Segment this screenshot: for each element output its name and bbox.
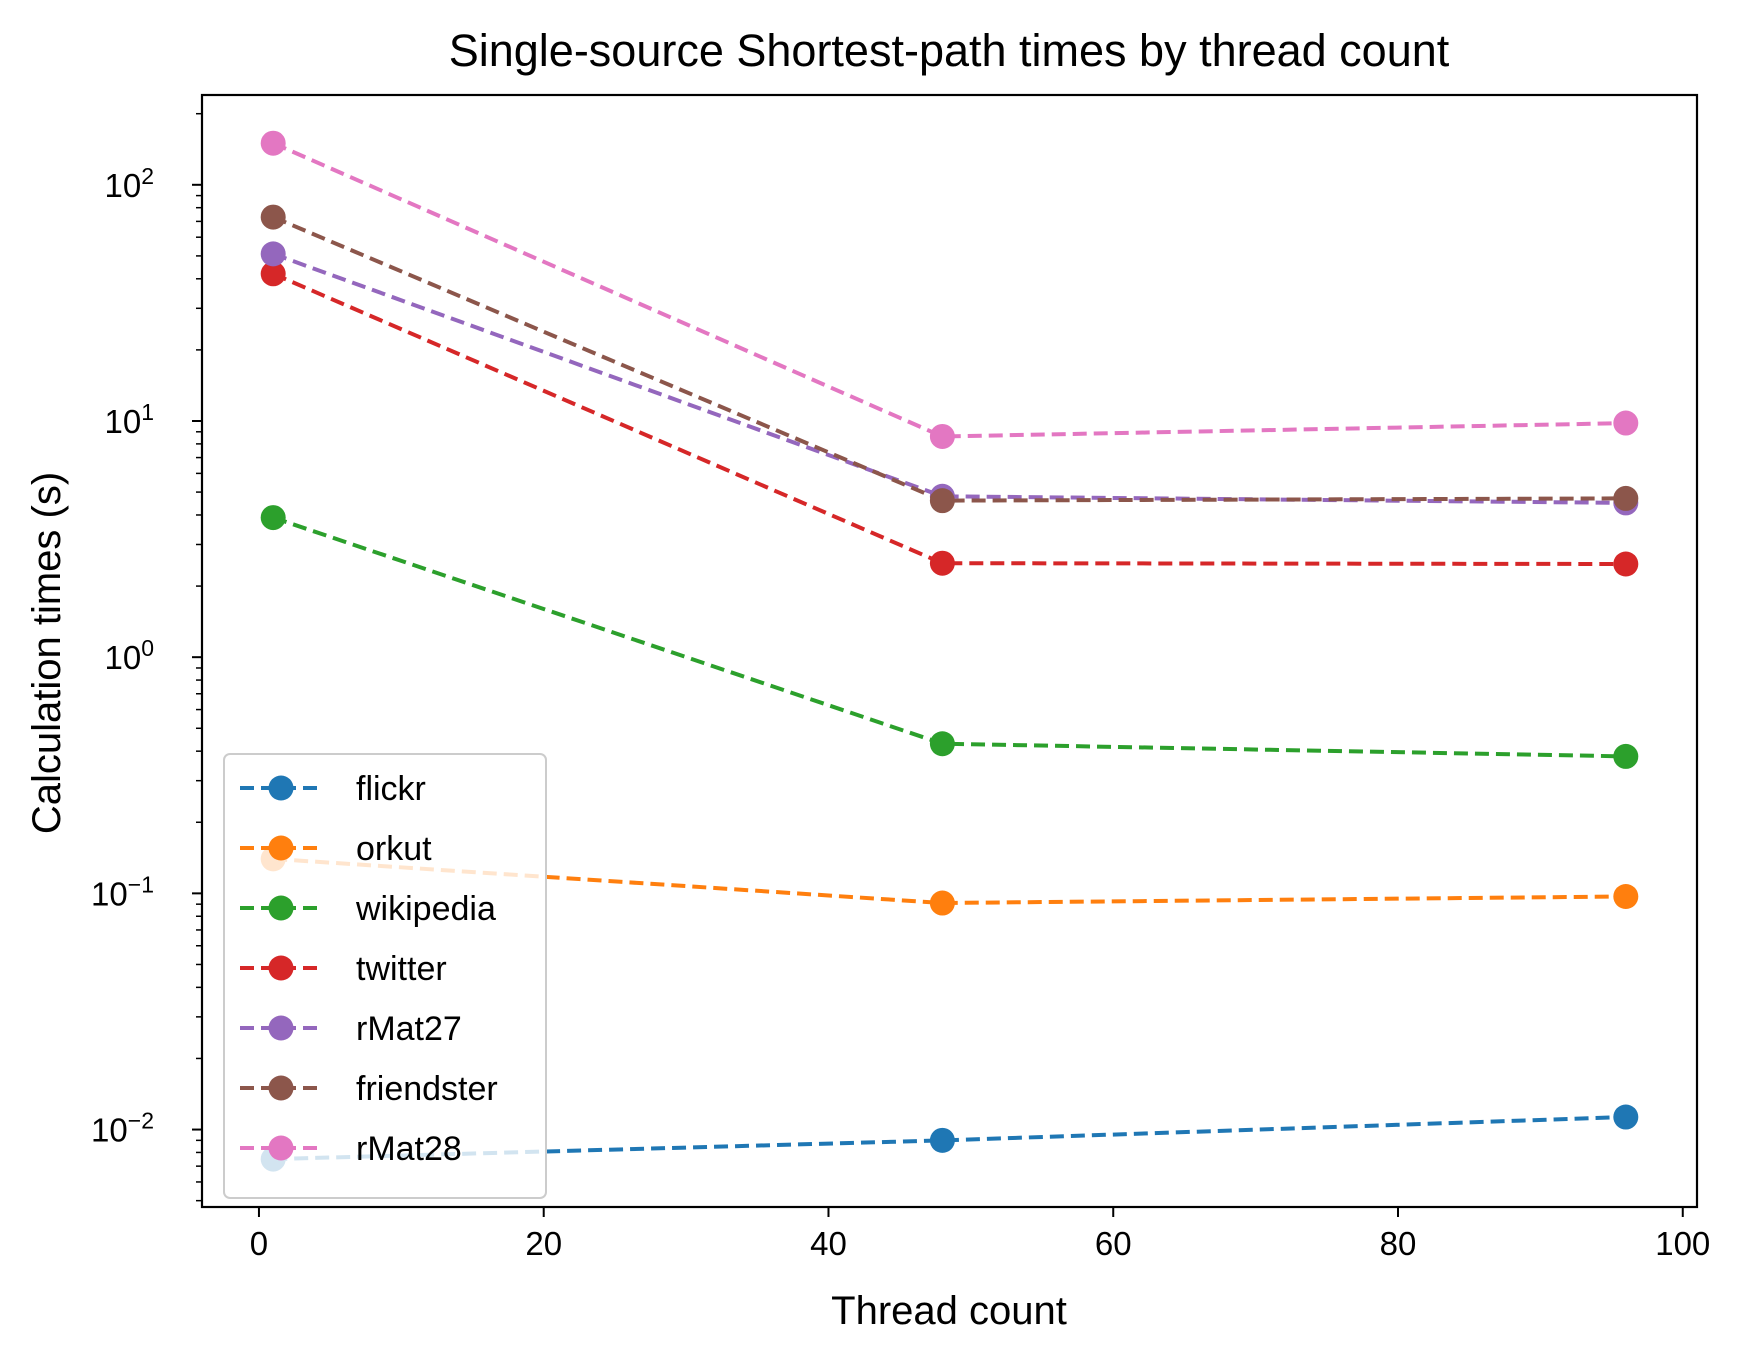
data-point — [929, 731, 955, 757]
chart-title: Single-source Shortest-path times by thr… — [449, 25, 1450, 76]
data-point — [929, 488, 955, 514]
legend-marker — [268, 955, 294, 981]
legend-item: twitter — [240, 950, 447, 988]
data-point — [1613, 551, 1639, 577]
data-point — [1613, 743, 1639, 769]
legend: flickr orkut wikipedia twitter rMat27 friends… — [223, 753, 547, 1199]
legend-marker — [268, 775, 294, 801]
y-tick-label: 100 — [104, 635, 154, 676]
legend-marker — [268, 1015, 294, 1041]
legend-item: orkut — [240, 830, 432, 868]
series-line — [272, 141, 1626, 439]
legend-marker — [268, 1075, 294, 1101]
x-tick-label: 20 — [525, 1225, 562, 1262]
legend-label: flickr — [356, 770, 426, 808]
legend-label: rMat28 — [356, 1130, 462, 1168]
legend-label: rMat27 — [356, 1010, 462, 1048]
x-tick-label: 0 — [250, 1225, 268, 1262]
y-axis-label: Calculation times (s) — [25, 472, 69, 834]
series-rMat28 — [260, 130, 1639, 449]
data-point — [929, 890, 955, 916]
legend-item: rMat28 — [240, 1130, 462, 1168]
data-point — [260, 261, 286, 287]
y-tick-label: 10−2 — [91, 1108, 154, 1149]
series-wikipedia — [260, 505, 1639, 769]
y-tick-label: 102 — [104, 163, 154, 204]
data-point — [260, 241, 286, 267]
x-tick-label: 40 — [810, 1225, 847, 1262]
data-point — [1613, 485, 1639, 511]
series-line — [272, 271, 1626, 566]
x-tick-label: 60 — [1095, 1225, 1132, 1262]
legend-item: friendster — [240, 1070, 498, 1108]
data-point — [929, 1127, 955, 1153]
series-twitter — [260, 261, 1639, 577]
legend-item: rMat27 — [240, 1010, 462, 1048]
series-friendster — [260, 204, 1639, 514]
legend-item: flickr — [240, 770, 426, 808]
data-point — [1613, 883, 1639, 909]
x-tick-label: 80 — [1380, 1225, 1417, 1262]
data-point — [929, 550, 955, 576]
legend-label: orkut — [356, 830, 432, 868]
x-tick-label: 100 — [1655, 1225, 1710, 1262]
y-tick-label: 101 — [104, 399, 154, 440]
legend-label: wikipedia — [355, 890, 496, 928]
data-point — [260, 130, 286, 156]
y-tick-label: 10−1 — [91, 871, 154, 912]
data-point — [1613, 410, 1639, 436]
data-point — [260, 505, 286, 531]
legend-marker — [268, 835, 294, 861]
plot-frame — [200, 93, 1699, 1209]
data-point — [260, 204, 286, 230]
plot-area: 0 20 40 60 80 100 10−2 10−1 100 101 102 flickr orkut… — [91, 93, 1710, 1262]
legend-label: friendster — [356, 1070, 498, 1108]
data-point — [1613, 1104, 1639, 1130]
data-point — [929, 423, 955, 449]
legend-marker — [268, 895, 294, 921]
legend-marker — [268, 1135, 294, 1161]
x-axis-label: Thread count — [831, 1289, 1067, 1333]
legend-label: twitter — [356, 950, 447, 988]
legend-item: wikipedia — [240, 890, 496, 928]
